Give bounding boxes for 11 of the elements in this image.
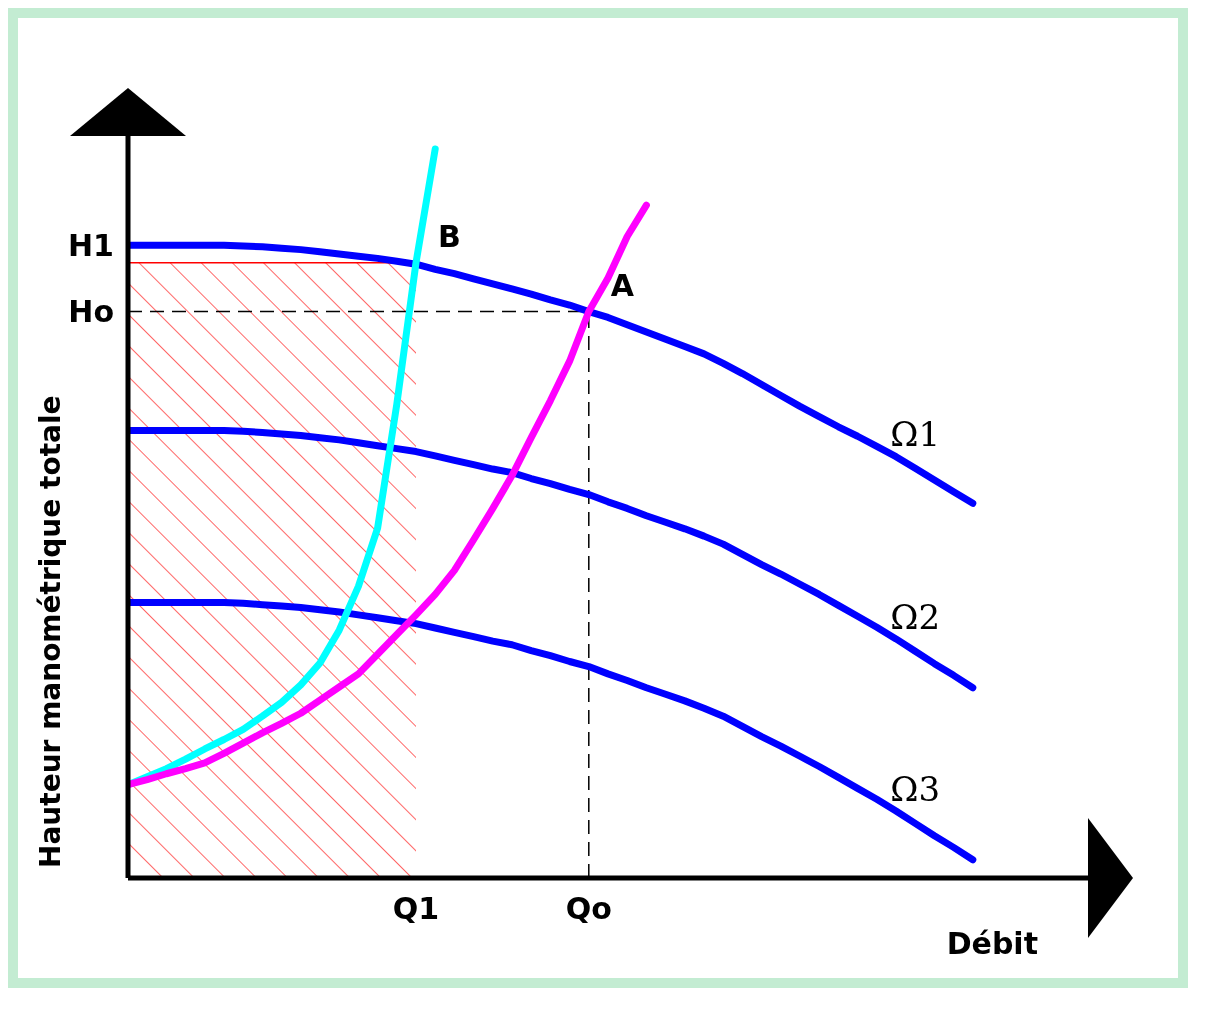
ref-line-label: Ho — [68, 294, 114, 330]
annotation: A — [610, 268, 635, 304]
x-axis-title: Débit — [946, 926, 1038, 961]
x-tick-label: Q1 — [392, 891, 440, 927]
annotation: B — [438, 219, 461, 255]
series-label: Ω3 — [890, 769, 941, 810]
series-label: Ω1 — [890, 414, 941, 455]
y-axis-title: Hauteur manométrique totale — [34, 395, 67, 868]
x-tick-label: Qo — [565, 891, 612, 927]
text: H1 — [68, 227, 114, 263]
series-label: Ω2 — [890, 597, 941, 638]
